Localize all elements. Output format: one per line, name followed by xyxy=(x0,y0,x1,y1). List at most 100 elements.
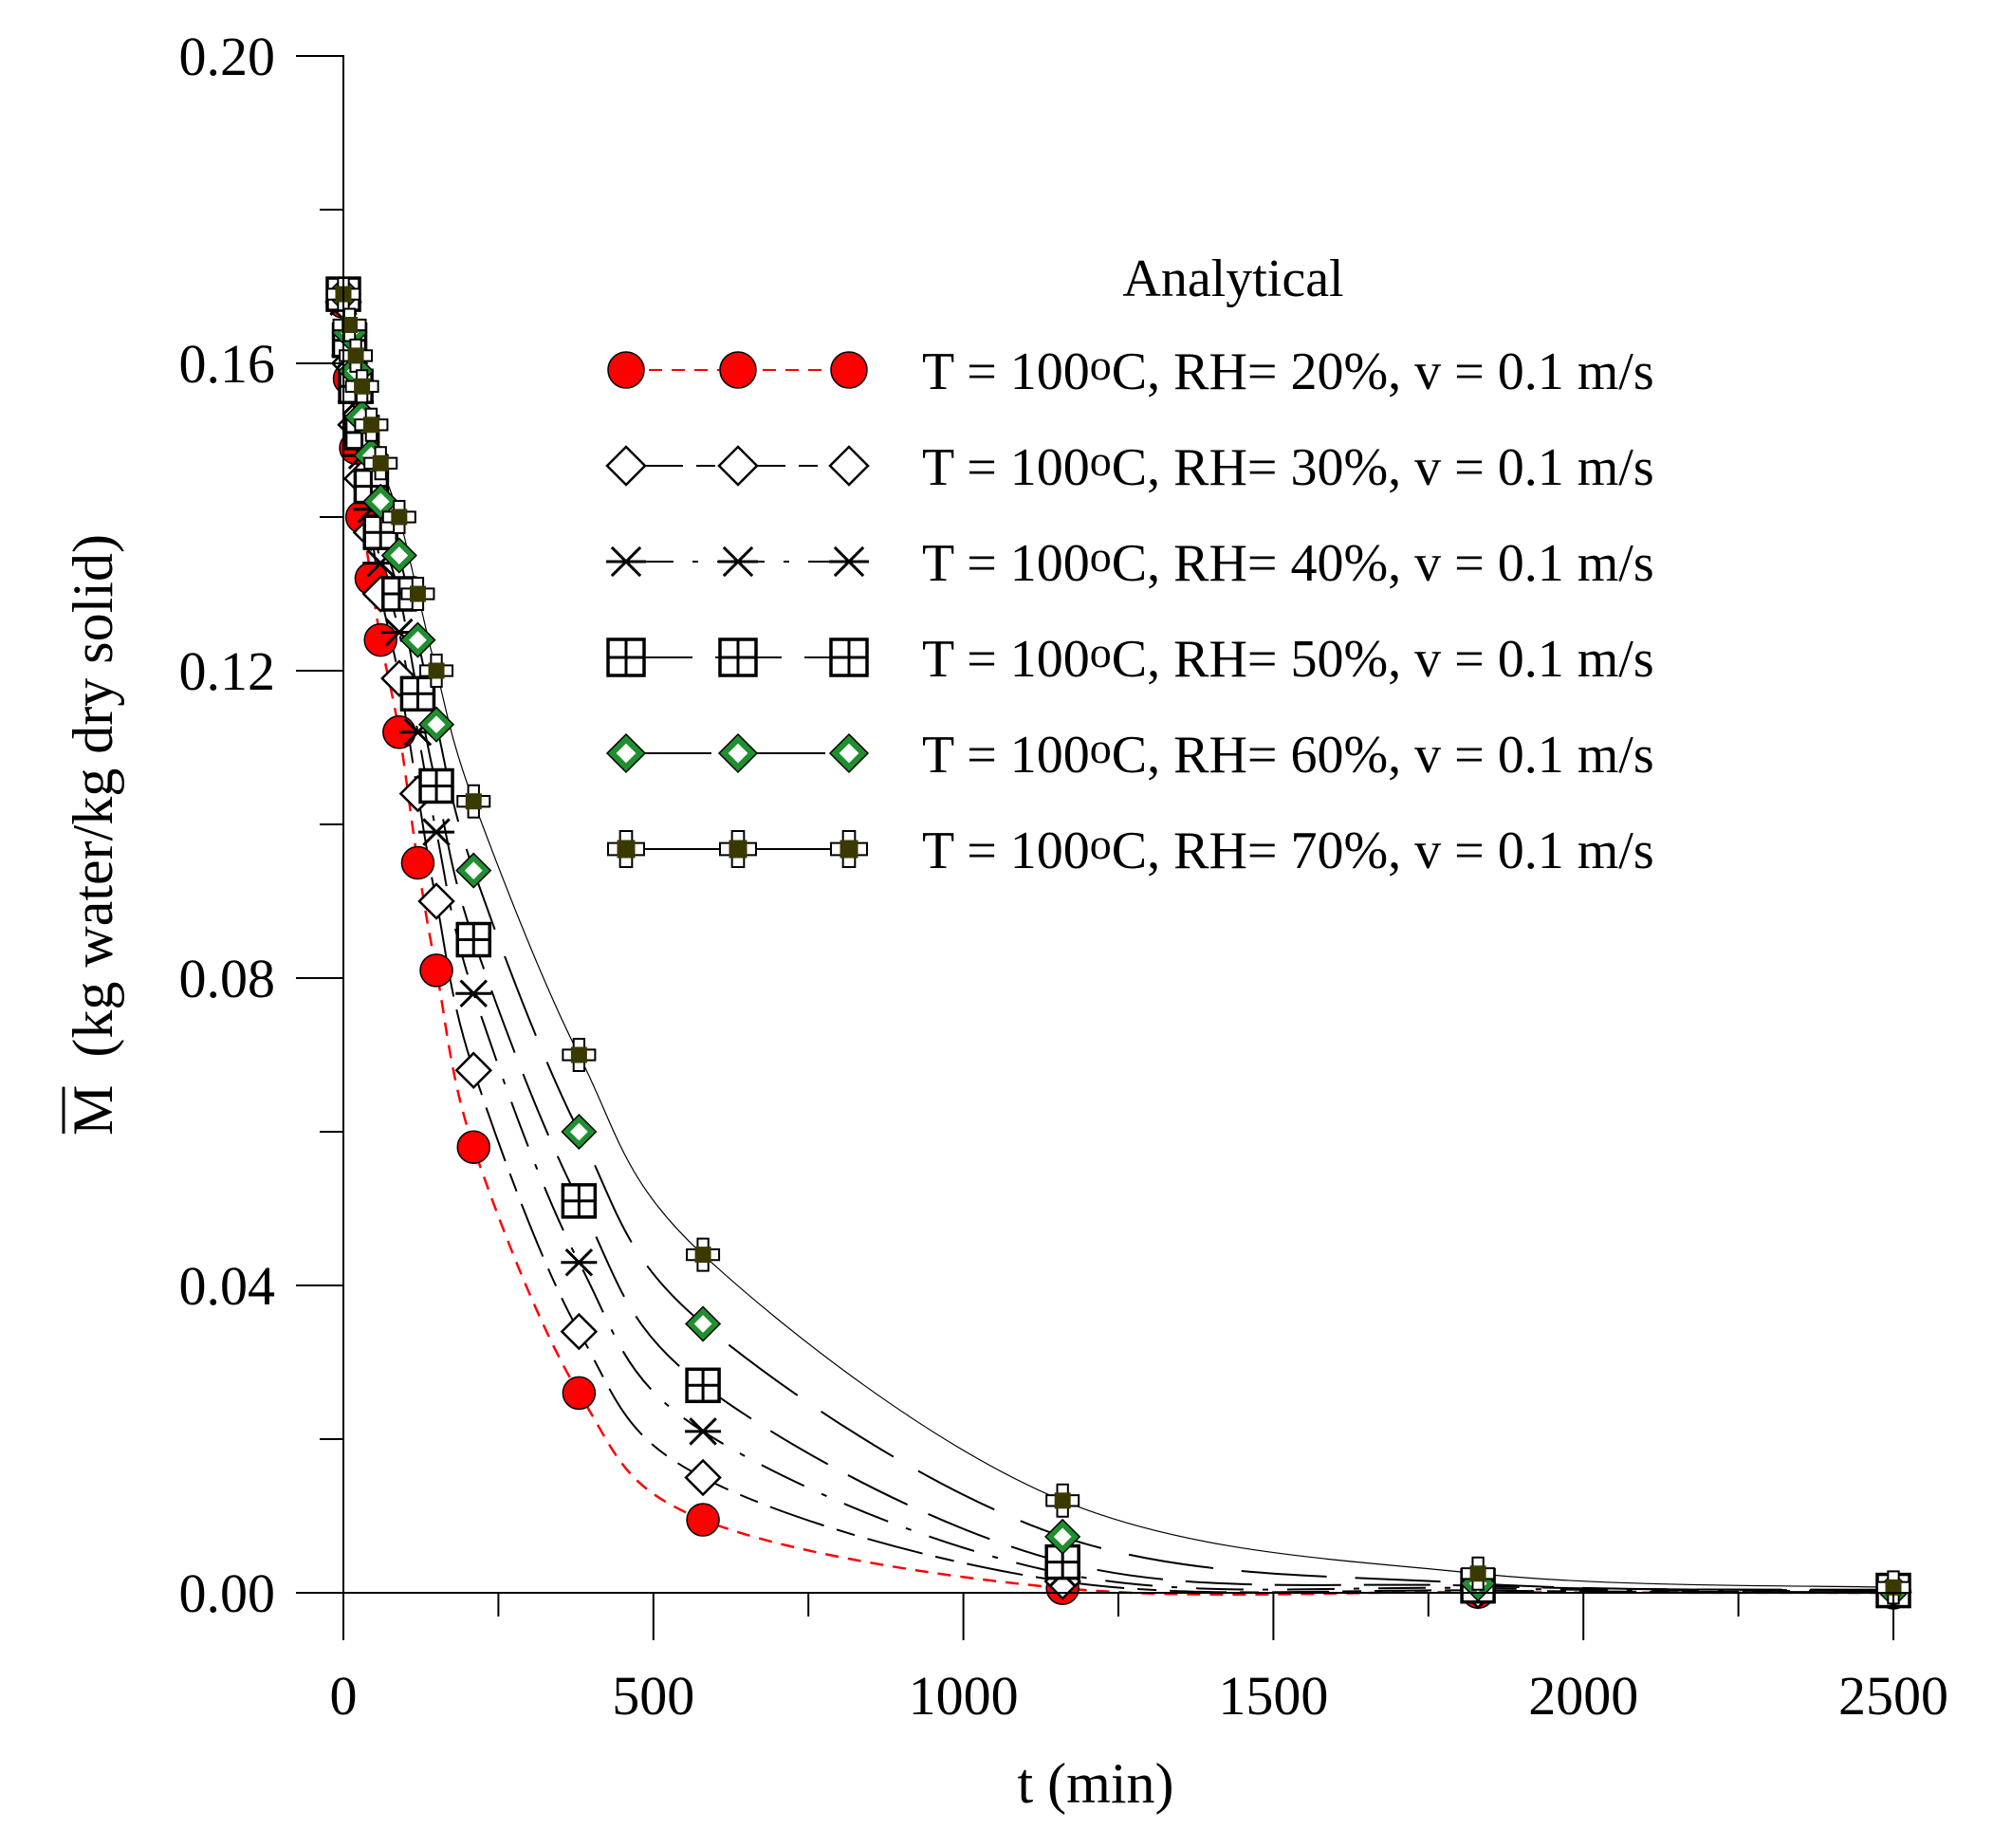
diamond-marker xyxy=(684,1458,722,1497)
diamond-marker-inner xyxy=(427,715,446,734)
legend-label-part: C, RH= 30%, v = 0.1 m/s xyxy=(1112,438,1654,497)
x-tick-label: 0 xyxy=(330,1665,358,1727)
data-point xyxy=(399,675,436,712)
data-point xyxy=(561,1183,598,1219)
data-point xyxy=(363,446,398,481)
boxplus-marker-cross xyxy=(608,639,644,675)
legend-label-sup: o xyxy=(1090,628,1112,676)
asterisk-marker xyxy=(561,1247,598,1277)
crossbox-marker-center xyxy=(617,840,636,859)
diamond-marker-inner xyxy=(693,1315,712,1333)
data-point xyxy=(718,638,758,677)
legend-label-sup: o xyxy=(1090,724,1112,772)
asterisk-marker xyxy=(606,545,646,578)
data-point xyxy=(562,1038,597,1072)
x-tick-label: 1000 xyxy=(909,1665,1019,1727)
crossbox-marker-center xyxy=(1469,1565,1486,1582)
legend-label-part: C, RH= 50%, v = 0.1 m/s xyxy=(1112,630,1654,689)
legend-label: T = 100oC, RH= 60%, v = 0.1 m/s xyxy=(922,724,1654,785)
data-point xyxy=(400,845,435,880)
y-tick-label: 0.12 xyxy=(179,640,276,702)
data-point xyxy=(606,545,646,578)
legend-label: T = 100oC, RH= 70%, v = 0.1 m/s xyxy=(922,820,1654,880)
data-point xyxy=(605,732,647,774)
data-point xyxy=(685,1417,722,1446)
y-axis-title: M (kg water/kg dry solid) xyxy=(62,534,124,1136)
legend-item-3: T = 100oC, RH= 40%, v = 0.1 m/s xyxy=(606,532,1654,593)
data-point xyxy=(719,830,757,868)
data-point xyxy=(685,1367,721,1404)
data-point xyxy=(399,621,436,658)
crossbox-marker-center xyxy=(729,840,747,859)
data-point xyxy=(560,1312,599,1351)
data-point xyxy=(400,577,435,611)
diamond-marker-inner xyxy=(371,492,390,511)
legend-label-part: T = 100 xyxy=(922,342,1090,401)
diamond-marker-inner xyxy=(464,861,483,879)
x-tick-label: 2500 xyxy=(1838,1665,1948,1727)
boxplus-marker-cross xyxy=(563,1184,596,1217)
diamond-marker-inner xyxy=(390,546,409,564)
x-tick-label: 1500 xyxy=(1218,1665,1328,1727)
legend-item-6: T = 100oC, RH= 70%, v = 0.1 m/s xyxy=(607,820,1654,880)
data-point xyxy=(561,1113,598,1151)
data-point xyxy=(717,445,759,487)
crossbox-marker-center xyxy=(840,840,858,859)
boxplus-marker-cross xyxy=(364,516,397,549)
data-point xyxy=(829,545,869,578)
boxplus-marker-cross xyxy=(687,1369,720,1402)
diamond-marker-inner xyxy=(728,743,748,764)
data-point xyxy=(830,351,868,389)
data-point xyxy=(380,537,417,574)
legend-item-5: T = 100oC, RH= 60%, v = 0.1 m/s xyxy=(605,724,1654,785)
x-axis-title: t (min) xyxy=(1018,1752,1174,1815)
data-point xyxy=(829,638,869,677)
asterisk-marker xyxy=(455,979,492,1007)
series-markers-6 xyxy=(326,277,1910,1605)
axes: 0.00 0.04 0.08 0.12 0.16 0.20 0 500 1000 1500 2000… xyxy=(179,26,1949,1727)
legend-label-sup: o xyxy=(1090,820,1112,868)
circle-marker xyxy=(456,1130,491,1164)
data-point xyxy=(455,979,492,1007)
legend: Analytical T = 100oC, RH= 20%, v = 0.1 m… xyxy=(605,249,1654,880)
legend-label-part: T = 100 xyxy=(922,630,1090,689)
data-point xyxy=(1045,1483,1080,1518)
data-point xyxy=(606,638,646,677)
legend-label-part: T = 100 xyxy=(922,534,1090,593)
legend-label-sup: o xyxy=(1090,436,1112,485)
crossbox-marker-center xyxy=(694,1247,711,1264)
boxplus-marker-cross xyxy=(420,769,453,803)
asterisk-marker xyxy=(829,545,869,578)
diamond-marker-inner xyxy=(1053,1527,1072,1546)
diamond-marker xyxy=(717,445,759,487)
circle-marker xyxy=(400,845,435,880)
crossbox-marker-center xyxy=(362,416,379,434)
data-point xyxy=(418,767,454,804)
crossbox-marker-center xyxy=(354,378,371,395)
legend-item-1: T = 100oC, RH= 20%, v = 0.1 m/s xyxy=(607,341,1654,401)
crossbox-marker-center xyxy=(570,1046,587,1063)
x-tick-label: 500 xyxy=(612,1665,694,1727)
legend-label-part: T = 100 xyxy=(922,438,1090,497)
circle-marker xyxy=(719,351,757,389)
data-point xyxy=(417,882,455,920)
legend-label-part: C, RH= 20%, v = 0.1 m/s xyxy=(1112,342,1654,401)
boxplus-marker-cross xyxy=(401,677,434,711)
data-point xyxy=(828,732,870,774)
data-point xyxy=(718,545,758,578)
legend-label-sup: o xyxy=(1090,341,1112,389)
legend-label-part: C, RH= 70%, v = 0.1 m/s xyxy=(1112,822,1654,880)
y-axis-symbol: M xyxy=(62,1085,124,1136)
boxplus-marker-cross xyxy=(831,639,867,675)
legend-label-sup: o xyxy=(1090,532,1112,581)
data-point xyxy=(1044,1518,1081,1555)
data-point xyxy=(354,407,389,442)
data-point xyxy=(717,732,759,774)
y-tick-label: 0.16 xyxy=(179,333,276,395)
legend-item-4: T = 100oC, RH= 50%, v = 0.1 m/s xyxy=(606,628,1654,689)
crossbox-marker-center xyxy=(391,508,408,526)
data-point xyxy=(419,953,453,988)
data-point xyxy=(362,483,399,520)
asterisk-marker xyxy=(418,818,455,846)
data-point xyxy=(419,654,454,688)
